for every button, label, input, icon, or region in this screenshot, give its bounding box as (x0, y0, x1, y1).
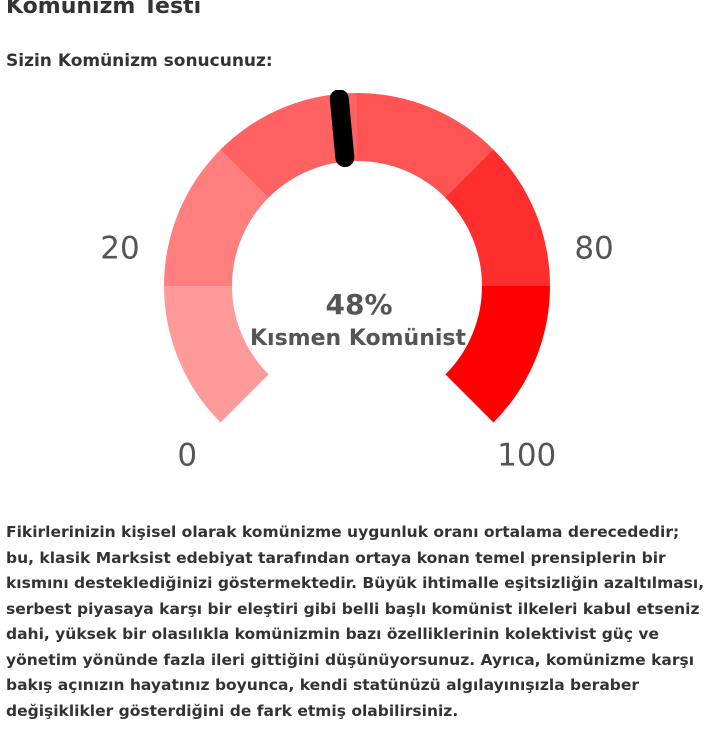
gauge-result-text: Kısmen Komünist (249, 326, 467, 351)
gauge-segment-2 (220, 93, 359, 198)
result-description: Fikirlerinizin kişisel olarak komünizme … (6, 523, 705, 720)
gauge-graphic: 020406080100 (100, 90, 614, 474)
gauge-segment-1 (164, 148, 270, 286)
page-title: Komünizm Testi (6, 0, 202, 19)
gauge-tick-label: 0 (177, 438, 197, 474)
gauge-value: 48% (325, 288, 393, 321)
gauge-segment-4 (445, 149, 550, 288)
result-gauge: 020406080100 48% Kısmen Komünist (0, 90, 716, 500)
gauge-tick-label: 20 (100, 230, 139, 266)
gauge-needle (329, 90, 355, 168)
result-label: Sizin Komünizm sonucunuz: (6, 51, 273, 71)
gauge-segment-0 (164, 284, 269, 423)
gauge-tick-label: 100 (497, 438, 556, 474)
gauge-tick-label: 80 (574, 230, 613, 266)
gauge-segment-3 (357, 93, 495, 199)
gauge-segment-5 (445, 286, 550, 423)
